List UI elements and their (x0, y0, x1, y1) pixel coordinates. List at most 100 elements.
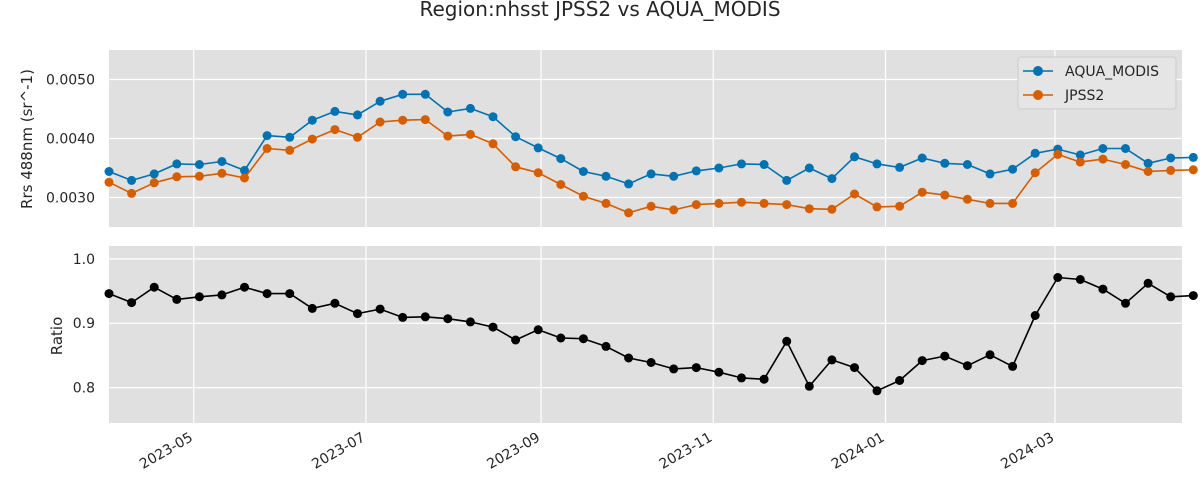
top-series-0-point-40 (1008, 164, 1018, 174)
top-series-1-point-27 (714, 198, 724, 208)
top-series-0-point-47 (1166, 153, 1176, 163)
top-series-0-point-13 (398, 89, 408, 99)
top-series-1-point-28 (737, 197, 746, 207)
bottom-series-0-point-28 (737, 373, 746, 383)
legend-aqua-label: AQUA_MODIS (1065, 64, 1159, 80)
top-series-0-point-17 (488, 112, 498, 122)
top-series-0-point-19 (533, 143, 543, 153)
top-series-1-point-31 (804, 204, 814, 214)
top-y-axis-label: Rrs 488nm (sr^-1) (18, 69, 36, 209)
bottom-series-0-point-48 (1188, 291, 1198, 301)
top-series-1-point-14 (420, 115, 430, 125)
legend-aqua-marker (1033, 66, 1043, 76)
top-series-1-point-33 (850, 189, 859, 199)
top-series-0-point-5 (217, 157, 227, 166)
top-series-0-point-23 (624, 179, 634, 189)
bottom-series-0-point-16 (465, 317, 475, 327)
top-series-0-point-12 (375, 96, 385, 106)
bottom-series-0-point-46 (1143, 278, 1153, 288)
top-series-1-point-8 (285, 145, 295, 155)
top-series-1-point-1 (127, 188, 137, 198)
bottom-series-0-point-32 (827, 355, 837, 365)
bottom-series-0-point-1 (127, 298, 137, 308)
bottom-series-0-point-2 (149, 282, 159, 292)
top-series-0-point-35 (895, 162, 905, 172)
bottom-series-0-point-42 (1053, 273, 1063, 282)
top-series-1-point-40 (1008, 198, 1018, 208)
top-series-1-point-9 (307, 134, 317, 144)
bottom-series-0-point-21 (578, 334, 588, 344)
top-series-0-point-34 (872, 159, 882, 169)
x-tick-label-3: 2023-11 (657, 430, 716, 473)
top-series-1-point-2 (149, 178, 159, 188)
bottom-series-0-point-18 (511, 335, 521, 345)
top-series-1-point-47 (1166, 165, 1176, 175)
top-series-1-point-22 (601, 198, 611, 208)
bottom-series-0-point-6 (240, 282, 249, 292)
top-series-1-point-17 (488, 139, 498, 149)
bottom-series-0-point-33 (850, 363, 859, 373)
bottom-series-0-point-43 (1075, 275, 1085, 284)
bottom-series-0-point-31 (804, 381, 814, 391)
top-series-1-point-30 (782, 200, 792, 210)
x-tick-label-4: 2024-01 (829, 430, 888, 473)
bottom-series-0-point-34 (872, 386, 882, 396)
top-series-0-point-45 (1121, 144, 1130, 153)
top-series-0-point-24 (646, 169, 656, 179)
bottom-series-0-point-8 (285, 289, 295, 299)
bottom-series-0-point-47 (1166, 292, 1176, 302)
top-series-1-point-18 (511, 162, 521, 172)
top-series-0-point-43 (1075, 150, 1085, 160)
top-series-1-point-7 (262, 144, 272, 153)
x-tick-label-5: 2024-03 (998, 430, 1057, 473)
top-series-0-point-14 (420, 89, 430, 99)
top-series-0-point-44 (1098, 144, 1108, 153)
top-series-0-point-0 (104, 167, 114, 176)
bottom-series-0-point-40 (1008, 361, 1018, 371)
bottom-series-0-point-45 (1121, 298, 1130, 308)
top-series-1-point-4 (194, 171, 204, 181)
top-panel-series (104, 89, 1198, 218)
top-series-1-point-3 (172, 172, 182, 182)
bottom-series-0-point-41 (1030, 311, 1040, 320)
top-series-1-point-5 (217, 168, 227, 178)
legend: AQUA_MODIS JPSS2 (1017, 56, 1177, 110)
top-series-0-point-27 (714, 163, 724, 173)
bottom-y-tick-label-1: 0.9 (73, 316, 95, 332)
bottom-series-0-point-19 (533, 325, 543, 335)
bottom-series-0-point-39 (985, 350, 995, 360)
bottom-series-0-point-26 (691, 363, 701, 373)
bottom-series-0-point-12 (375, 304, 385, 314)
top-series-0-point-41 (1030, 148, 1040, 158)
bottom-series-0-point-4 (194, 292, 204, 302)
top-series-1-point-38 (962, 194, 972, 204)
bottom-series-0-point-14 (420, 312, 430, 322)
top-series-0-point-9 (307, 115, 317, 125)
x-tick-label-1: 2023-07 (309, 430, 368, 473)
top-series-1-point-35 (895, 201, 905, 211)
top-series-0-point-46 (1143, 158, 1153, 168)
top-y-tick-label-1: 0.0040 (46, 132, 95, 148)
bottom-y-tick-label-2: 1.0 (73, 252, 95, 268)
top-series-0-point-15 (443, 107, 453, 117)
top-series-1-point-29 (759, 198, 769, 208)
top-series-0-point-36 (917, 153, 927, 163)
top-series-0-point-37 (940, 158, 950, 168)
top-series-1-point-25 (669, 205, 679, 215)
top-series-0-point-20 (556, 154, 566, 164)
bottom-series-0-point-35 (895, 376, 905, 385)
top-series-0-point-39 (985, 169, 995, 179)
bottom-series-0-point-30 (782, 336, 792, 346)
bottom-series-0-point-36 (917, 356, 927, 366)
legend-jpss2-label: JPSS2 (1064, 88, 1104, 104)
bottom-series-0-point-11 (353, 309, 362, 319)
top-series-0-point-2 (149, 169, 159, 179)
bottom-series-0-point-15 (443, 314, 453, 324)
top-series-1-point-11 (353, 132, 362, 142)
bottom-series-0-point-23 (624, 353, 634, 363)
top-series-0-point-31 (804, 163, 814, 173)
top-series-1-point-46 (1143, 167, 1153, 176)
top-series-0-point-3 (172, 159, 182, 169)
bottom-y-axis-label: Ratio (48, 317, 66, 356)
top-series-0-point-6 (240, 165, 249, 175)
